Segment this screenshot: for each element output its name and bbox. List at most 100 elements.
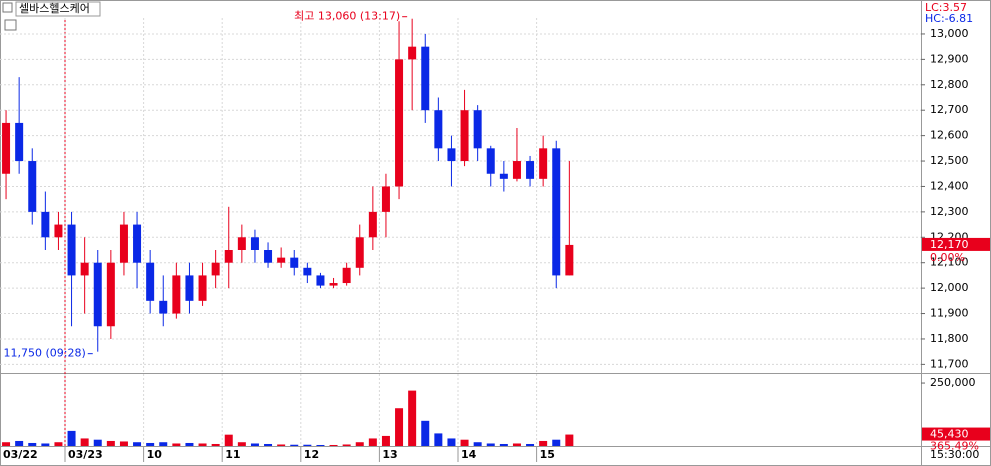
change-label: 0.00%	[930, 251, 965, 264]
candle-body	[133, 224, 142, 263]
volume-bar	[342, 444, 351, 446]
x-tick-label: 11	[225, 448, 240, 461]
candle-body	[185, 275, 194, 301]
candle-body	[447, 148, 456, 162]
volume-bar	[237, 442, 246, 446]
volume-bar	[67, 430, 76, 446]
candle-body	[473, 110, 482, 149]
candle-body	[93, 262, 102, 327]
y-tick-label: 11,800	[930, 332, 969, 345]
volume-bar	[224, 434, 233, 446]
candle-body	[526, 161, 535, 179]
candle-body	[342, 267, 351, 284]
volume-bar	[408, 390, 417, 446]
volume-bar	[172, 443, 181, 446]
candle-body	[355, 237, 364, 268]
candle-body	[80, 262, 89, 276]
y-tick-label: 12,300	[930, 205, 969, 218]
candle-body	[460, 110, 469, 162]
candle-body	[28, 161, 37, 212]
candle-body	[381, 186, 390, 212]
volume-bar	[15, 440, 24, 446]
x-tick-label: 13	[382, 448, 397, 461]
volume-bar	[159, 442, 168, 446]
x-end-label: 15:30:00	[930, 448, 979, 461]
candle-body	[250, 237, 259, 250]
volume-bar	[460, 439, 469, 446]
table-icon[interactable]	[4, 19, 17, 31]
x-tick-label: 03/22	[3, 448, 38, 461]
last-price-box	[922, 237, 990, 251]
volume-bar	[277, 444, 286, 446]
volume-bar	[185, 442, 194, 446]
volume-bar	[539, 440, 548, 446]
volume-bar	[486, 443, 495, 446]
candle-body	[198, 275, 207, 301]
volume-bar	[146, 442, 155, 446]
volume-bar	[381, 435, 390, 446]
candle-body	[512, 161, 521, 179]
volume-bar	[54, 442, 63, 446]
candle-body	[421, 46, 430, 111]
volume-bar	[512, 443, 521, 446]
y-tick-label: 12,700	[930, 103, 969, 116]
x-tick-label: 14	[461, 448, 477, 461]
volume-ratio-label: 365.49%	[930, 440, 979, 453]
volume-bar	[119, 441, 128, 446]
last-price-label: 12,170	[930, 238, 969, 251]
volume-bar	[434, 433, 443, 446]
candle-body	[224, 250, 233, 263]
candle-body	[303, 267, 312, 276]
volume-bar	[198, 443, 207, 446]
candle-body	[395, 59, 404, 187]
volume-bar	[526, 443, 535, 446]
candle-body	[277, 257, 286, 263]
y-tick-label: 12,600	[930, 129, 969, 142]
title-box	[15, 1, 101, 17]
candle-body	[434, 110, 443, 149]
y-tick-label: 12,800	[930, 78, 969, 91]
volume-bar	[106, 440, 115, 446]
candle-body	[237, 237, 246, 250]
candle-body	[290, 257, 299, 268]
y-tick-label: 12,000	[930, 281, 969, 294]
volume-label: 45,430	[930, 428, 969, 441]
x-tick-label: 15	[540, 448, 555, 461]
min-annotation: 최저 11,750 (09:28)	[0, 347, 86, 360]
candle-body	[67, 224, 76, 276]
candle-body	[211, 262, 220, 276]
chart-title: 셀바스헬스케어	[19, 2, 90, 15]
volume-tick-label: 250,000	[930, 376, 976, 389]
candle-body	[54, 224, 63, 238]
volume-bar	[93, 439, 102, 446]
candle-body	[486, 148, 495, 174]
volume-bar	[290, 444, 299, 446]
candle-body	[539, 148, 548, 179]
candle-body	[146, 262, 155, 301]
volume-bar	[303, 444, 312, 446]
candle-body	[41, 211, 50, 238]
lc-label: LC:3.57	[925, 1, 967, 14]
candle-body	[329, 283, 338, 286]
volume-bar	[499, 443, 508, 446]
y-tick-label: 12,500	[930, 154, 969, 167]
y-tick-label: 12,400	[930, 179, 969, 192]
candle-body	[499, 173, 508, 179]
volume-bar	[211, 443, 220, 446]
volume-bar	[565, 434, 574, 446]
candle-body	[159, 300, 168, 314]
candle-body	[408, 46, 417, 60]
volume-bar	[2, 442, 11, 446]
x-tick-label: 12	[304, 448, 319, 461]
menu-icon[interactable]	[2, 2, 13, 13]
volume-bar	[41, 443, 50, 446]
volume-bar	[250, 443, 259, 446]
candle-body	[552, 148, 561, 276]
candle-body	[172, 275, 181, 314]
volume-bar	[80, 438, 89, 446]
volume-bar	[395, 408, 404, 446]
candle-body	[316, 275, 325, 286]
volume-bar	[552, 439, 561, 446]
